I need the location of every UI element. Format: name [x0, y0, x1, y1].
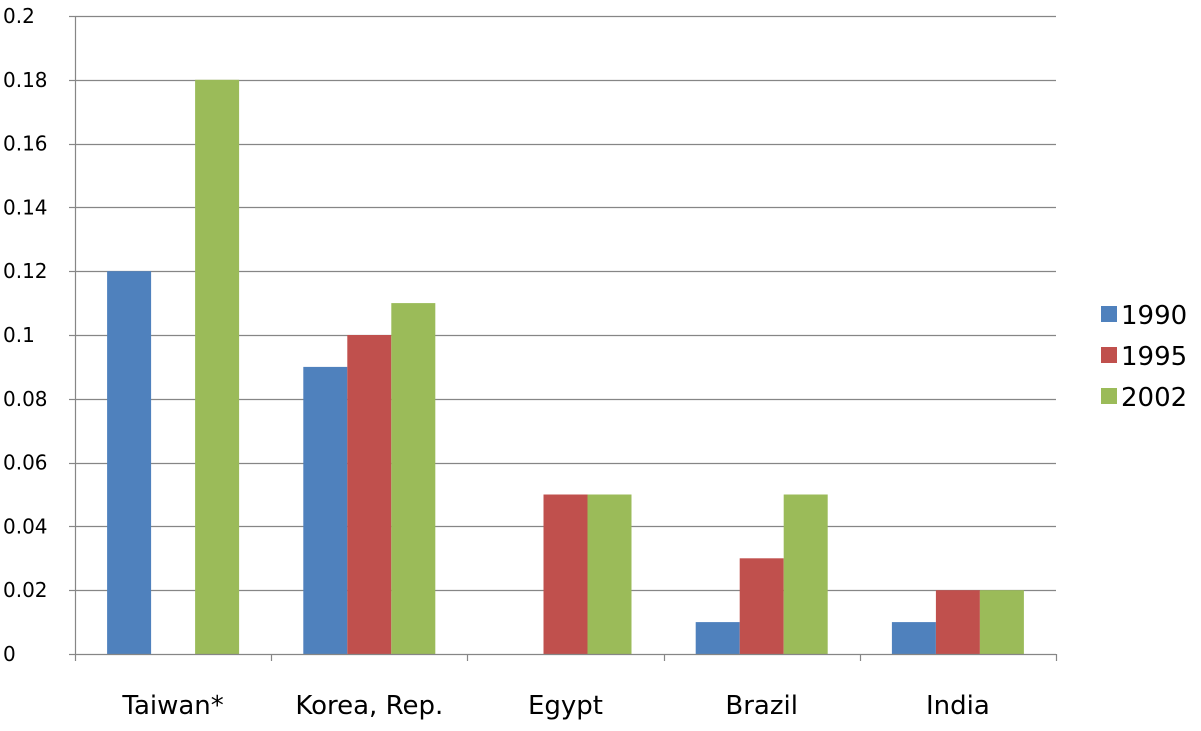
bar-2002-brazil: [783, 494, 828, 654]
y-tick-label: 0.04: [3, 514, 48, 538]
bar-1990-taiwan-: [107, 271, 152, 654]
x-category-label: Egypt: [528, 691, 603, 721]
bar-1995-korea-rep-: [347, 335, 392, 654]
legend-swatch-2002: [1101, 388, 1117, 404]
y-tick-label: 0.08: [3, 387, 48, 411]
bar-2002-taiwan-: [195, 79, 240, 655]
bar-1990-korea-rep-: [303, 366, 348, 654]
y-tick-label: 0.14: [3, 195, 48, 219]
legend-swatch-1995: [1101, 347, 1117, 363]
x-category-label: Brazil: [725, 691, 798, 721]
legend-swatch-1990: [1101, 306, 1117, 322]
y-tick-label: 0.02: [3, 578, 48, 602]
y-tick-label: 0.06: [3, 451, 48, 475]
y-tick-label: 0.1: [3, 323, 35, 347]
axes: [69, 15, 1058, 661]
legend-label-1995: 1995: [1121, 342, 1187, 372]
bar-2002-india: [979, 590, 1024, 654]
x-category-label: Korea, Rep.: [295, 691, 443, 721]
legend: 1990 1995 2002: [1101, 301, 1187, 413]
bar-1990-brazil: [695, 622, 740, 654]
bar-1995-india: [935, 590, 980, 654]
bars: [107, 79, 1024, 655]
x-category-label: Taiwan*: [121, 691, 223, 721]
bar-2002-egypt: [587, 494, 632, 654]
bar-2002-korea-rep-: [391, 303, 436, 654]
y-tick-label: 0.2: [3, 4, 35, 28]
x-category-label: India: [926, 691, 990, 721]
y-tick-label: 0.12: [3, 259, 48, 283]
legend-label-1990: 1990: [1121, 301, 1187, 331]
y-tick-label: 0.18: [3, 68, 48, 92]
y-tick-label: 0.16: [3, 132, 48, 156]
bar-1995-brazil: [739, 558, 784, 654]
y-axis-tick-labels: 0 0.02 0.04 0.06 0.08 0.1 0.12 0.14 0.16 0.18 0.2: [3, 4, 48, 666]
x-axis-category-labels: Taiwan* Korea, Rep. Egypt Brazil India: [121, 691, 989, 721]
bar-1995-egypt: [543, 494, 588, 654]
y-tick-label: 0: [3, 642, 16, 666]
bar-1990-india: [891, 622, 936, 654]
legend-label-2002: 2002: [1121, 383, 1187, 413]
